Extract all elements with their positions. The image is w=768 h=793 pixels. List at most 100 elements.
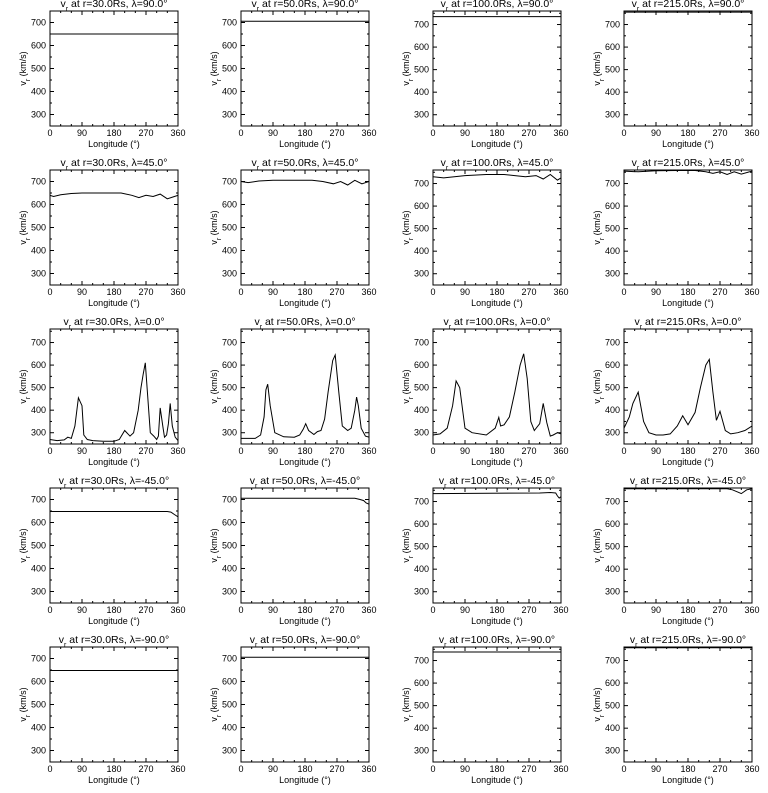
y-tick-label: 600 — [414, 201, 429, 211]
y-tick-label: 400 — [222, 723, 237, 733]
x-tick-label: 180 — [489, 128, 504, 138]
y-tick-label: 400 — [31, 87, 46, 97]
y-axis-label: vr (km/s) — [209, 51, 223, 85]
x-tick-label: 270 — [138, 128, 153, 138]
x-axis-label: Longitude (°) — [279, 139, 331, 149]
x-axis-label: Longitude (°) — [471, 457, 523, 467]
chart-panel: vr at r=50.0Rs, λ=-90.0° 0 90 180 270 360 300 4… — [209, 634, 377, 785]
x-tick-label: 270 — [329, 605, 344, 615]
x-tick-label: 270 — [712, 605, 727, 615]
y-tick-label: 300 — [414, 587, 429, 597]
x-tick-label: 360 — [553, 128, 568, 138]
x-axis-label: Longitude (°) — [662, 298, 714, 308]
chart-title: vr at r=100.0Rs, λ=-90.0° — [439, 634, 555, 649]
y-tick-label: 600 — [222, 200, 237, 210]
x-tick-label: 360 — [744, 128, 759, 138]
x-tick-label: 360 — [553, 605, 568, 615]
x-tick-label: 0 — [430, 605, 435, 615]
y-tick-label: 500 — [605, 65, 620, 75]
y-axis-label: vr (km/s) — [401, 210, 415, 244]
chart-panel: vr at r=50.0Rs, λ=45.0° 0 90 180 270 360 300 40… — [209, 157, 377, 308]
y-axis-label: vr (km/s) — [18, 528, 32, 562]
y-axis-label: vr (km/s) — [592, 210, 606, 244]
y-tick-label: 400 — [414, 87, 429, 97]
y-tick-label: 500 — [222, 383, 237, 393]
chart-panel: vr at r=215.0Rs, λ=0.0° 0 90 180 270 360 300 40… — [592, 316, 760, 467]
y-tick-label: 400 — [605, 87, 620, 97]
series-line — [624, 488, 752, 495]
x-tick-label: 270 — [521, 446, 536, 456]
y-tick-label: 700 — [605, 497, 620, 507]
plot-frame — [240, 328, 370, 445]
y-tick-label: 600 — [414, 678, 429, 688]
y-tick-label: 700 — [222, 495, 237, 505]
y-tick-label: 300 — [414, 269, 429, 279]
y-axis-label: vr (km/s) — [592, 528, 606, 562]
y-axis-label: vr (km/s) — [592, 369, 606, 403]
chart-title: vr at r=50.0Rs, λ=-45.0° — [250, 475, 360, 490]
x-tick-label: 270 — [712, 446, 727, 456]
y-tick-label: 600 — [31, 200, 46, 210]
x-tick-label: 270 — [138, 764, 153, 774]
plot-frame — [432, 10, 562, 127]
y-tick-label: 600 — [31, 41, 46, 51]
y-tick-label: 500 — [414, 383, 429, 393]
x-tick-label: 270 — [712, 287, 727, 297]
x-tick-label: 90 — [268, 287, 278, 297]
y-tick-label: 300 — [31, 746, 46, 756]
y-tick-label: 600 — [414, 42, 429, 52]
x-tick-label: 0 — [238, 446, 243, 456]
chart-title: vr at r=50.0Rs, λ=0.0° — [254, 316, 355, 331]
y-tick-label: 700 — [414, 656, 429, 666]
y-tick-label: 300 — [605, 110, 620, 120]
plot-frame — [240, 646, 370, 763]
x-axis-label: Longitude (°) — [88, 139, 140, 149]
y-tick-label: 600 — [414, 519, 429, 529]
x-tick-label: 90 — [77, 605, 87, 615]
y-tick-label: 500 — [414, 65, 429, 75]
y-axis-label: vr (km/s) — [209, 210, 223, 244]
x-tick-label: 360 — [361, 764, 376, 774]
y-tick-label: 300 — [414, 110, 429, 120]
x-tick-label: 270 — [521, 287, 536, 297]
chart-panel: vr at r=30.0Rs, λ=90.0° 0 90 180 270 360 300 40… — [18, 0, 186, 149]
x-tick-label: 90 — [268, 128, 278, 138]
y-axis-label: vr (km/s) — [401, 51, 415, 85]
plot-frame — [240, 10, 370, 127]
y-tick-label: 700 — [605, 338, 620, 348]
chart-title: vr at r=30.0Rs, λ=90.0° — [61, 0, 168, 13]
x-tick-label: 180 — [680, 128, 695, 138]
x-tick-label: 360 — [361, 128, 376, 138]
x-tick-label: 180 — [680, 287, 695, 297]
chart-panel: vr at r=100.0Rs, λ=-45.0° 0 90 180 270 360 300… — [401, 475, 569, 626]
x-tick-label: 0 — [238, 764, 243, 774]
x-tick-label: 270 — [521, 764, 536, 774]
x-tick-label: 360 — [744, 605, 759, 615]
y-axis-label: vr (km/s) — [18, 210, 32, 244]
x-tick-label: 360 — [744, 764, 759, 774]
y-tick-label: 700 — [31, 495, 46, 505]
y-tick-label: 700 — [414, 20, 429, 30]
series-line — [50, 362, 178, 442]
y-tick-label: 700 — [222, 18, 237, 28]
x-tick-label: 180 — [106, 128, 121, 138]
y-tick-label: 300 — [222, 428, 237, 438]
x-tick-label: 180 — [297, 128, 312, 138]
y-tick-label: 500 — [414, 701, 429, 711]
x-axis-label: Longitude (°) — [662, 139, 714, 149]
x-axis-label: Longitude (°) — [662, 616, 714, 626]
x-axis-label: Longitude (°) — [662, 775, 714, 785]
y-tick-label: 300 — [414, 746, 429, 756]
y-tick-label: 700 — [605, 20, 620, 30]
plot-frame — [623, 487, 753, 604]
x-tick-label: 0 — [47, 764, 52, 774]
x-tick-label: 0 — [430, 287, 435, 297]
y-axis-label: vr (km/s) — [18, 687, 32, 721]
x-tick-label: 270 — [712, 764, 727, 774]
y-tick-label: 300 — [222, 110, 237, 120]
chart-title: vr at r=100.0Rs, λ=0.0° — [444, 316, 551, 331]
plot-frame — [49, 10, 179, 127]
x-tick-label: 270 — [329, 128, 344, 138]
x-tick-label: 180 — [106, 764, 121, 774]
y-tick-label: 600 — [31, 518, 46, 528]
